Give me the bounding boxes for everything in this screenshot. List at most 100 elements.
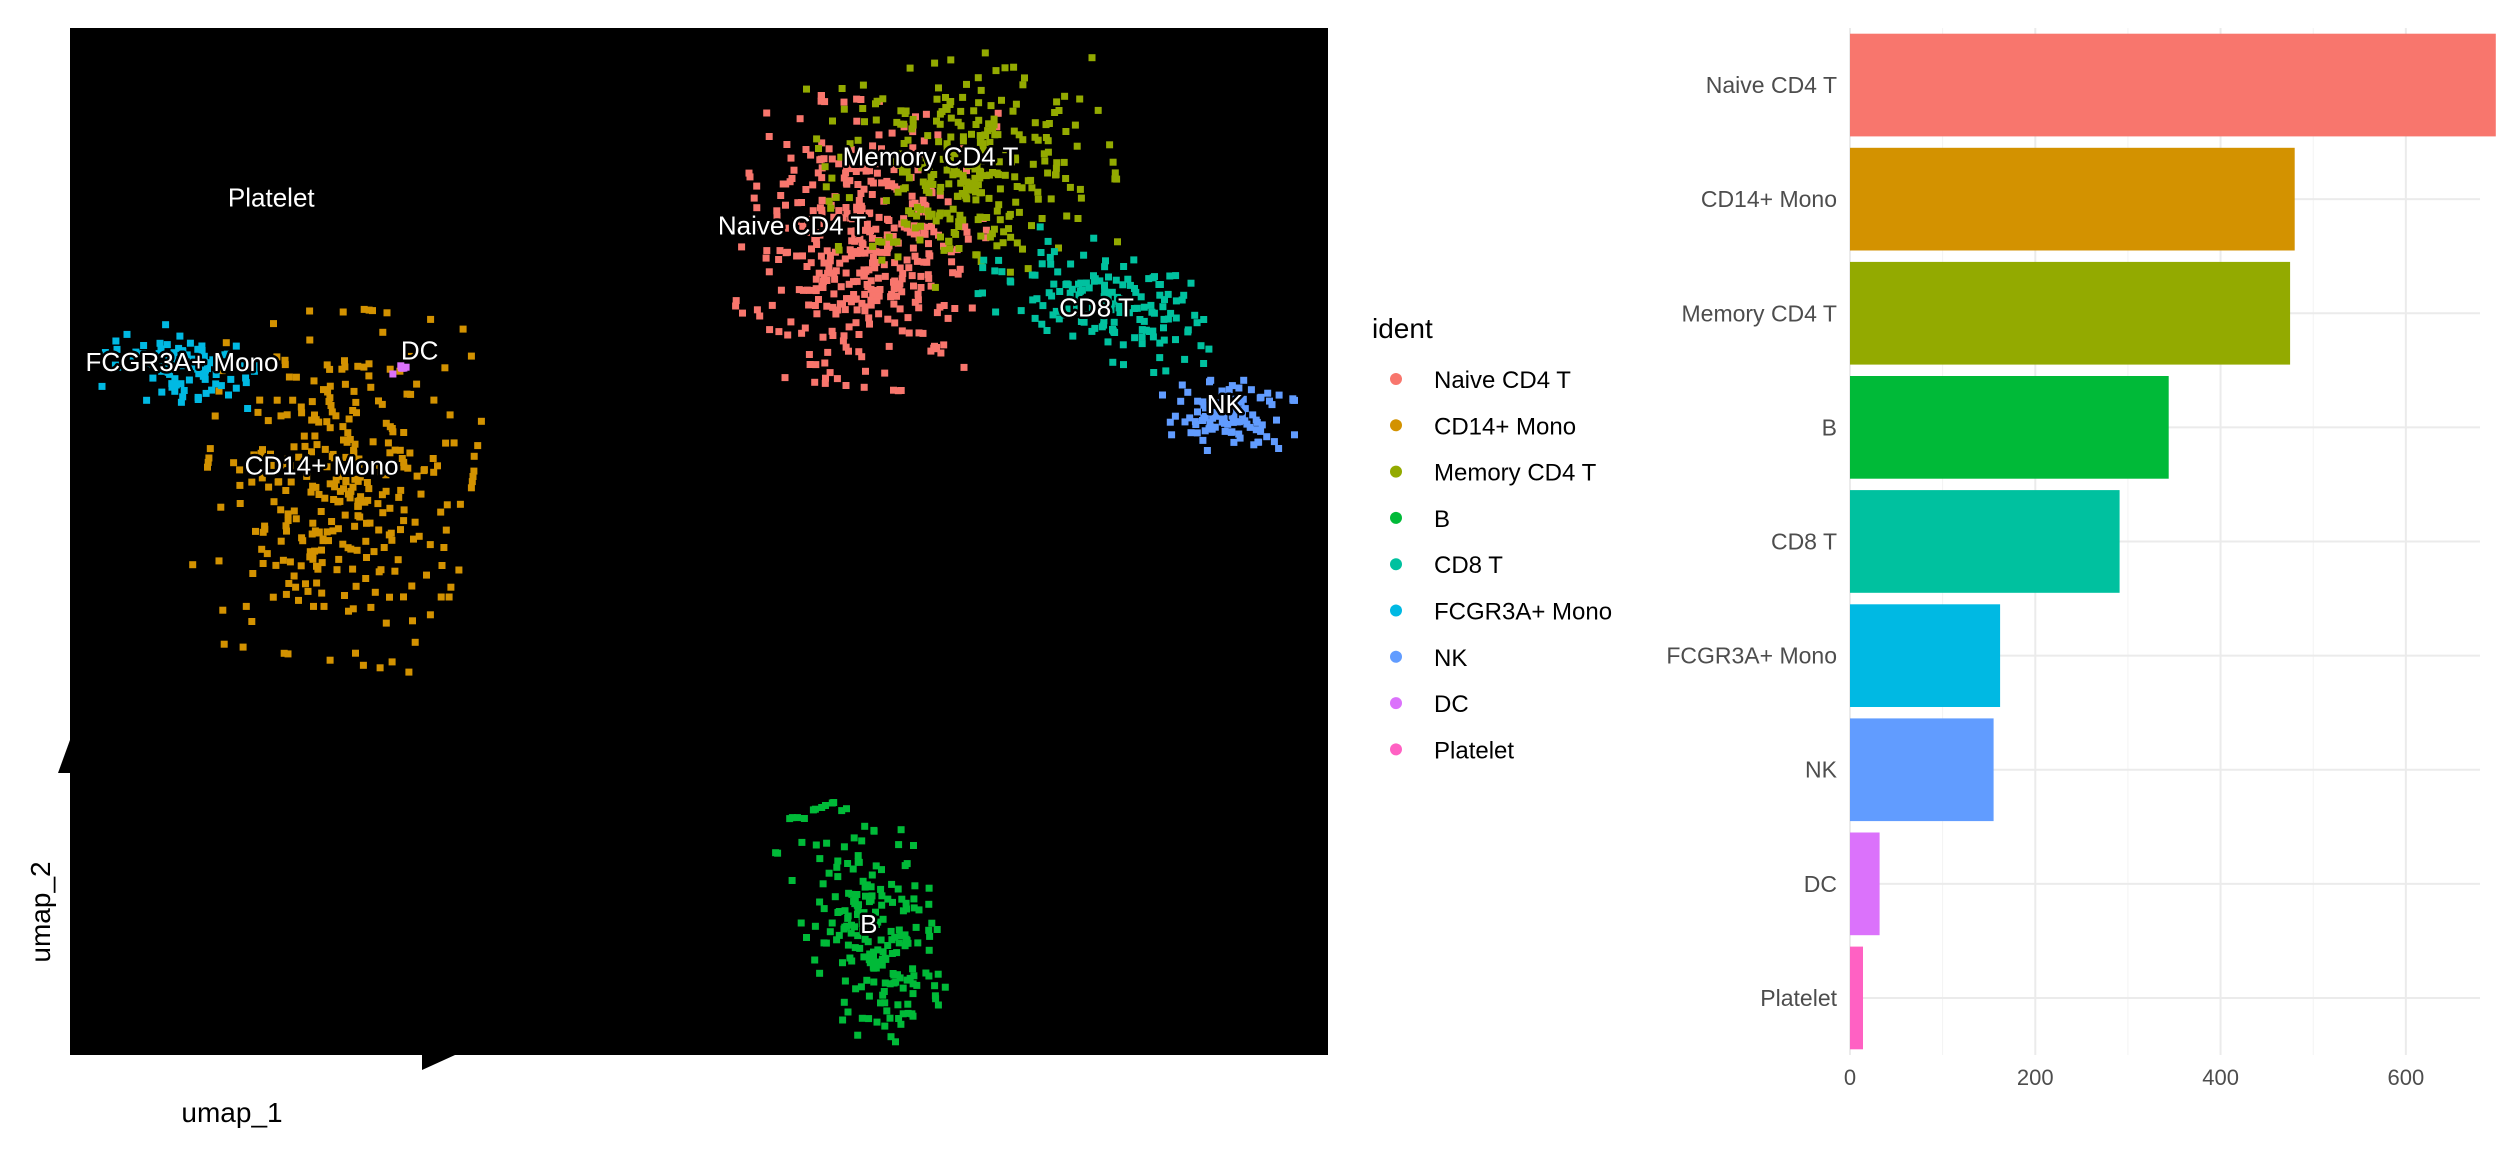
umap-point [1009, 107, 1017, 115]
umap-point [1256, 394, 1264, 402]
umap-point [1160, 324, 1167, 332]
umap-point [898, 275, 906, 283]
umap-point [910, 972, 918, 980]
umap-point [1050, 280, 1058, 288]
umap-point [882, 197, 890, 205]
umap-point [843, 210, 851, 218]
umap-point [320, 602, 328, 610]
umap-point [1131, 334, 1139, 342]
umap-point [1107, 300, 1115, 308]
umap-point [1044, 137, 1052, 145]
umap-point [1101, 288, 1109, 296]
umap-point [784, 248, 791, 256]
umap-point [922, 154, 930, 162]
umap-point [853, 306, 861, 314]
umap-point [319, 537, 327, 545]
umap-point [1056, 288, 1064, 295]
umap-point [831, 275, 839, 283]
umap-point [354, 502, 362, 510]
umap-point [948, 258, 956, 266]
umap-point [858, 205, 866, 213]
umap-point [284, 510, 292, 518]
umap-point [1201, 413, 1209, 420]
umap-point [863, 226, 871, 234]
umap-point [869, 259, 876, 267]
umap-point [1010, 127, 1018, 135]
umap-point [1136, 316, 1144, 323]
umap-point [297, 403, 305, 411]
umap-point [783, 141, 791, 148]
umap-point [1104, 338, 1112, 346]
category-label: Platelet [1760, 985, 1837, 1011]
umap-point [1044, 237, 1052, 245]
umap-point [1112, 276, 1120, 284]
umap-point [272, 561, 280, 569]
umap-point [438, 562, 446, 569]
umap-point [340, 436, 347, 444]
umap-point [828, 155, 836, 163]
umap-point [194, 394, 202, 402]
umap-point [738, 243, 746, 251]
umap-point [289, 396, 297, 404]
umap-point [872, 100, 879, 108]
umap-point [1156, 281, 1164, 288]
umap-point [1241, 405, 1249, 413]
umap-point [330, 496, 338, 503]
umap-point [1240, 376, 1248, 384]
umap-point [964, 235, 972, 243]
umap-point [256, 396, 264, 404]
umap-point [1068, 285, 1076, 293]
umap-point [323, 418, 331, 426]
umap-point [865, 159, 873, 167]
umap-point [313, 579, 321, 587]
umap-point [1243, 420, 1251, 428]
umap-point [1166, 272, 1174, 280]
umap-point [1289, 395, 1297, 403]
umap-point [862, 167, 870, 175]
umap-point [745, 223, 753, 231]
umap-point [879, 991, 887, 999]
umap-point [861, 307, 869, 315]
umap-point [788, 877, 796, 884]
umap-point [925, 900, 933, 908]
umap-point [382, 487, 390, 495]
umap-point [1217, 407, 1225, 415]
umap-point [222, 339, 230, 347]
umap-point [409, 617, 416, 625]
umap-point [922, 110, 930, 118]
umap-point [382, 461, 390, 469]
umap-point [877, 999, 884, 1007]
umap-point [976, 189, 984, 197]
umap-point [933, 926, 941, 933]
umap-point [1212, 399, 1220, 407]
umap-point [840, 98, 848, 106]
umap-point [1268, 401, 1276, 409]
umap-point [386, 449, 394, 457]
umap-point [336, 462, 344, 470]
umap-point [398, 455, 406, 462]
umap-point [872, 287, 880, 294]
umap-point [894, 1001, 902, 1009]
umap-point [341, 363, 349, 371]
umap-point [1140, 303, 1148, 311]
umap-point [308, 416, 316, 424]
umap-point [992, 308, 1000, 316]
umap-point [828, 327, 836, 335]
umap-point [900, 140, 908, 147]
umap-point [437, 593, 445, 601]
umap-point [807, 259, 815, 267]
umap-point [852, 985, 860, 993]
umap-point [350, 446, 358, 454]
umap-point [354, 362, 362, 370]
umap-point [403, 390, 411, 398]
umap-point [883, 177, 891, 185]
umap-point [313, 441, 321, 449]
umap-point [389, 370, 397, 378]
umap-point [311, 527, 319, 535]
umap-point [351, 475, 359, 483]
umap-point [811, 378, 819, 386]
umap-point [947, 114, 955, 122]
umap-point [895, 926, 903, 934]
umap-point [1201, 427, 1209, 435]
umap-point [803, 228, 810, 236]
